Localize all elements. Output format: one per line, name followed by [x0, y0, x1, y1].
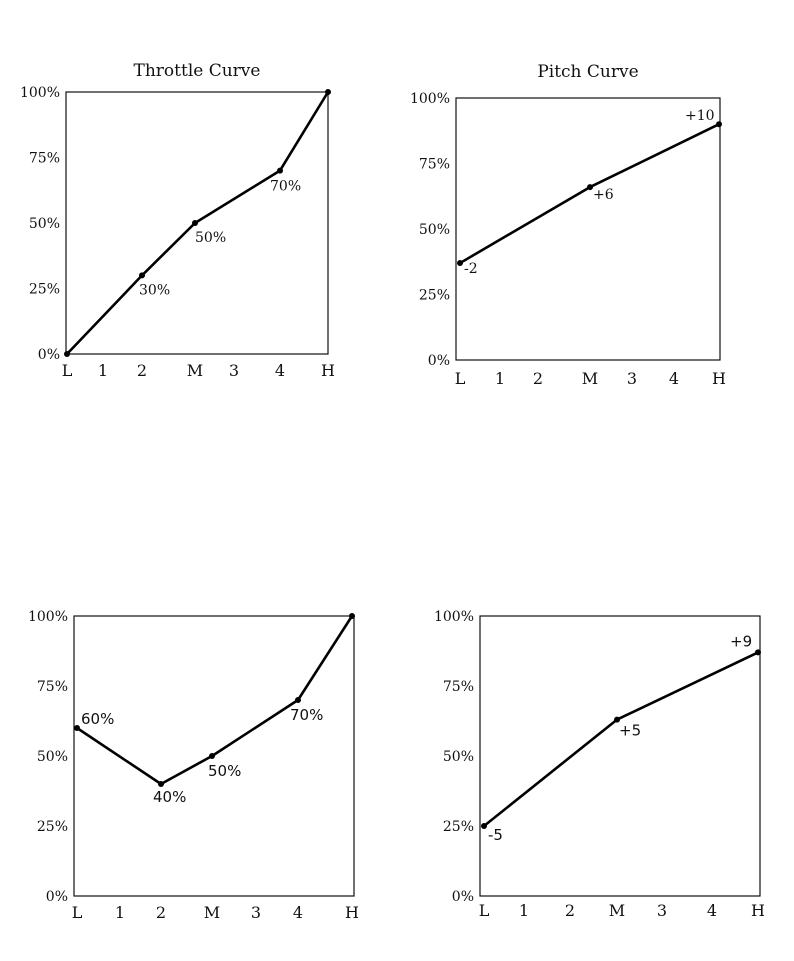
chart-3-y-tick-1: 25%: [37, 819, 68, 835]
chart-4-plot-frame: [479, 615, 761, 897]
chart-2-title: Pitch Curve: [537, 62, 638, 82]
chart-3-y-tick-2: 50%: [37, 749, 68, 765]
chart-1-point-label-3: 70%: [270, 179, 301, 195]
chart-1-point-label-2: 50%: [195, 230, 226, 246]
chart-3-point-label-2: 50%: [208, 762, 241, 780]
chart-1-y-tick-0: 0%: [38, 347, 60, 363]
chart-2-plot-frame: [455, 97, 721, 361]
chart-1-point-1: [139, 272, 145, 279]
chart-3-y-tick-4: 100%: [28, 609, 68, 625]
chart-2-point-label-1: +6: [593, 187, 614, 203]
chart-2-x-tick-0: L: [455, 369, 466, 388]
chart-4-x-tick-5: 4: [707, 901, 717, 920]
chart-2-y-tick-3: 75%: [419, 157, 450, 173]
chart-1-y-tick-4: 100%: [20, 85, 60, 101]
chart-2-x-tick-6: H: [712, 369, 726, 388]
chart-4-y-tick-1: 25%: [443, 819, 474, 835]
chart-2-point-0: [457, 260, 463, 267]
chart-1-y-tick-3: 75%: [29, 151, 60, 167]
chart-2-point-2: [716, 121, 722, 128]
chart-1-title: Throttle Curve: [134, 61, 261, 81]
chart-3-point-2: [209, 753, 215, 759]
chart-2-x-tick-1: 1: [495, 369, 505, 388]
chart-2-point-label-0: -2: [464, 261, 478, 277]
chart-4-y-tick-4: 100%: [434, 609, 474, 625]
chart-4-point-2: [755, 649, 761, 656]
chart-3-point-0: [74, 725, 80, 731]
chart-1-x-tick-6: H: [321, 361, 335, 380]
chart-4-point-1: [614, 716, 620, 723]
chart-4-point-0: [481, 823, 487, 829]
chart-4-x-tick-2: 2: [565, 901, 575, 920]
chart-3-x-tick-1: 1: [115, 903, 125, 922]
chart-1-point-2: [192, 220, 198, 226]
chart-1-x-tick-1: 1: [98, 361, 108, 380]
chart-1-y-tick-1: 25%: [29, 282, 60, 298]
chart-2-point-1: [587, 184, 593, 191]
chart-2-curve-line: [458, 122, 721, 265]
chart-1-x-tick-3: M: [187, 361, 203, 380]
chart-3-point-label-0: 60%: [81, 710, 114, 728]
chart-1-point-0: [64, 351, 70, 357]
chart-4-x-tick-0: L: [479, 901, 490, 920]
chart-4-y-tick-0: 0%: [452, 889, 474, 905]
chart-3-point-label-1: 40%: [153, 788, 186, 806]
chart-3-point-4: [349, 613, 355, 619]
chart-2-x-tick-2: 2: [533, 369, 543, 388]
chart-3-point-3: [295, 697, 301, 703]
chart-3-x-tick-2: 2: [156, 903, 166, 922]
chart-2-x-tick-3: M: [582, 369, 598, 388]
chart-3-plot-frame: [73, 615, 355, 897]
chart-2-x-tick-4: 3: [627, 369, 637, 388]
chart-3-y-tick-0: 0%: [46, 889, 68, 905]
chart-3-x-tick-3: M: [204, 903, 220, 922]
chart-3-curve-line: [75, 614, 354, 786]
chart-4-point-label-2: +9: [730, 632, 752, 650]
chart-2-y-tick-0: 0%: [428, 353, 450, 369]
chart-4-point-label-1: +5: [619, 722, 641, 740]
chart-1-x-tick-4: 3: [229, 361, 239, 380]
chart-2-point-label-2: +10: [685, 108, 715, 124]
chart-3-point-label-3: 70%: [290, 706, 323, 724]
chart-3-y-tick-3: 75%: [37, 679, 68, 695]
chart-4-x-tick-6: H: [751, 901, 765, 920]
chart-4-point-label-0: -5: [488, 826, 503, 844]
chart-3-x-tick-6: H: [345, 903, 359, 922]
chart-3-x-tick-0: L: [72, 903, 83, 922]
chart-1-y-tick-2: 50%: [29, 216, 60, 232]
chart-1-point-3: [277, 167, 283, 174]
chart-1-plot-frame: [65, 91, 329, 355]
chart-1-x-tick-2: 2: [137, 361, 147, 380]
chart-4-y-tick-2: 50%: [443, 749, 474, 765]
chart-1-x-tick-5: 4: [275, 361, 285, 380]
chart-2-y-tick-4: 100%: [410, 91, 450, 107]
chart-4-x-tick-3: M: [609, 901, 625, 920]
chart-3-point-1: [158, 781, 164, 787]
chart-2-y-tick-2: 50%: [419, 222, 450, 238]
chart-1-point-4: [325, 89, 331, 95]
chart-4-x-tick-4: 3: [657, 901, 667, 920]
chart-1-x-tick-0: L: [62, 361, 73, 380]
chart-1-point-label-1: 30%: [139, 282, 170, 298]
chart-2-y-tick-1: 25%: [419, 288, 450, 304]
chart-3-x-tick-4: 3: [251, 903, 261, 922]
chart-4-y-tick-3: 75%: [443, 679, 474, 695]
chart-3-x-tick-5: 4: [293, 903, 303, 922]
chart-2-x-tick-5: 4: [669, 369, 679, 388]
chart-4-x-tick-1: 1: [519, 901, 529, 920]
